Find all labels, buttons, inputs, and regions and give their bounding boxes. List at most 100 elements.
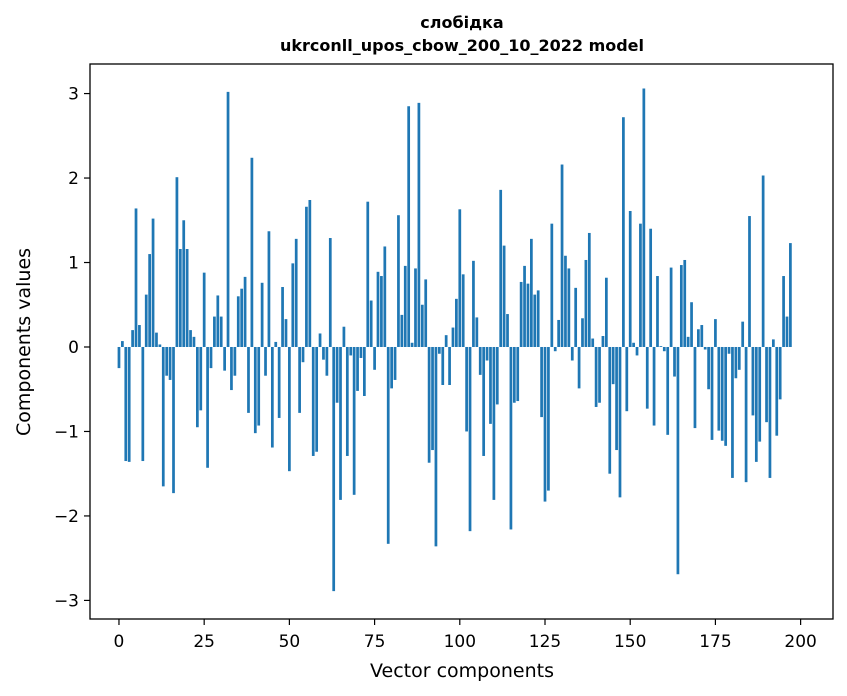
bar-32 xyxy=(226,91,230,347)
bar-60 xyxy=(322,346,325,360)
bar-7 xyxy=(141,346,145,462)
bar-45 xyxy=(270,346,274,448)
y-axis-label: Components values xyxy=(13,248,35,436)
y-axis-ticks: −3 −2 −1 0 1 2 3 xyxy=(54,85,90,611)
bar-117 xyxy=(516,346,520,402)
bar-192 xyxy=(771,339,775,347)
x-tick-label: 50 xyxy=(279,632,301,652)
bar-127 xyxy=(550,223,554,347)
x-tick-label: 200 xyxy=(784,632,816,652)
bar-122 xyxy=(533,294,537,347)
bar-152 xyxy=(635,346,639,356)
bar-52 xyxy=(294,238,298,347)
bar-145 xyxy=(611,346,615,385)
bar-42 xyxy=(260,282,264,347)
bar-114 xyxy=(506,314,509,347)
bar-46 xyxy=(274,341,278,347)
bar-31 xyxy=(223,346,226,371)
bar-193 xyxy=(775,346,779,436)
bar-189 xyxy=(761,175,765,347)
bar-36 xyxy=(240,288,244,347)
bar-142 xyxy=(601,336,605,347)
bar-113 xyxy=(502,245,506,347)
bar-22 xyxy=(192,336,196,347)
bar-10 xyxy=(151,218,155,347)
bar-130 xyxy=(560,164,564,347)
bar-194 xyxy=(778,346,782,400)
bar-153 xyxy=(639,223,642,347)
x-tick-label: 75 xyxy=(364,632,386,652)
bar-118 xyxy=(519,281,523,347)
bar-139 xyxy=(591,338,595,347)
x-tick-label: 100 xyxy=(444,632,476,652)
bar-107 xyxy=(482,346,486,456)
bar-3 xyxy=(127,346,131,462)
bar-69 xyxy=(352,346,356,495)
bar-50 xyxy=(288,346,291,472)
x-tick-label: 175 xyxy=(699,632,731,652)
bar-191 xyxy=(768,346,772,478)
bar-5 xyxy=(134,208,138,347)
bar-81 xyxy=(393,346,397,380)
bar-159 xyxy=(659,346,663,347)
x-tick-label: 150 xyxy=(614,632,646,652)
bar-33 xyxy=(230,346,233,391)
bar-112 xyxy=(499,189,503,347)
x-tick-label: 0 xyxy=(114,632,125,652)
bar-184 xyxy=(744,346,748,483)
bar-53 xyxy=(298,346,301,413)
bar-58 xyxy=(315,346,319,452)
bar-6 xyxy=(138,325,141,347)
bar-57 xyxy=(311,346,315,456)
bar-77 xyxy=(380,276,383,347)
bar-68 xyxy=(349,346,353,356)
bar-156 xyxy=(649,228,653,347)
bar-126 xyxy=(547,346,550,491)
bar-104 xyxy=(472,260,475,347)
bar-129 xyxy=(557,319,560,347)
bar-101 xyxy=(461,274,465,347)
bar-93 xyxy=(434,346,438,547)
bar-38 xyxy=(247,346,250,413)
bar-98 xyxy=(451,327,455,347)
bar-185 xyxy=(748,216,751,347)
bar-64 xyxy=(335,346,339,403)
bar-84 xyxy=(403,265,407,347)
bar-157 xyxy=(652,346,656,426)
bar-39 xyxy=(250,157,254,347)
bar-132 xyxy=(567,268,571,347)
bar-71 xyxy=(359,346,363,358)
bar-43 xyxy=(264,346,267,376)
bar-62 xyxy=(328,238,332,347)
bar-128 xyxy=(553,346,557,352)
bar-20 xyxy=(185,249,189,347)
bar-74 xyxy=(369,300,373,347)
bar-143 xyxy=(604,277,608,347)
bar-125 xyxy=(543,346,547,502)
bar-155 xyxy=(645,346,649,409)
bar-75 xyxy=(373,346,376,370)
bars-group xyxy=(117,88,792,592)
bar-8 xyxy=(144,294,148,347)
bar-47 xyxy=(277,346,281,418)
bar-92 xyxy=(431,346,434,451)
bar-0 xyxy=(117,346,121,369)
bar-134 xyxy=(574,287,578,347)
bar-87 xyxy=(414,268,417,347)
bar-95 xyxy=(441,346,445,385)
bar-86 xyxy=(410,342,414,347)
bar-177 xyxy=(720,346,724,441)
bar-73 xyxy=(366,201,370,347)
bar-120 xyxy=(526,283,530,347)
bar-55 xyxy=(305,206,308,347)
bar-187 xyxy=(754,346,758,462)
bar-148 xyxy=(622,117,625,347)
bar-40 xyxy=(253,346,257,434)
bar-167 xyxy=(686,336,690,347)
bar-24 xyxy=(199,346,203,411)
bar-13 xyxy=(161,346,165,487)
bar-158 xyxy=(656,276,659,347)
bar-150 xyxy=(628,210,632,347)
bar-188 xyxy=(758,346,762,442)
